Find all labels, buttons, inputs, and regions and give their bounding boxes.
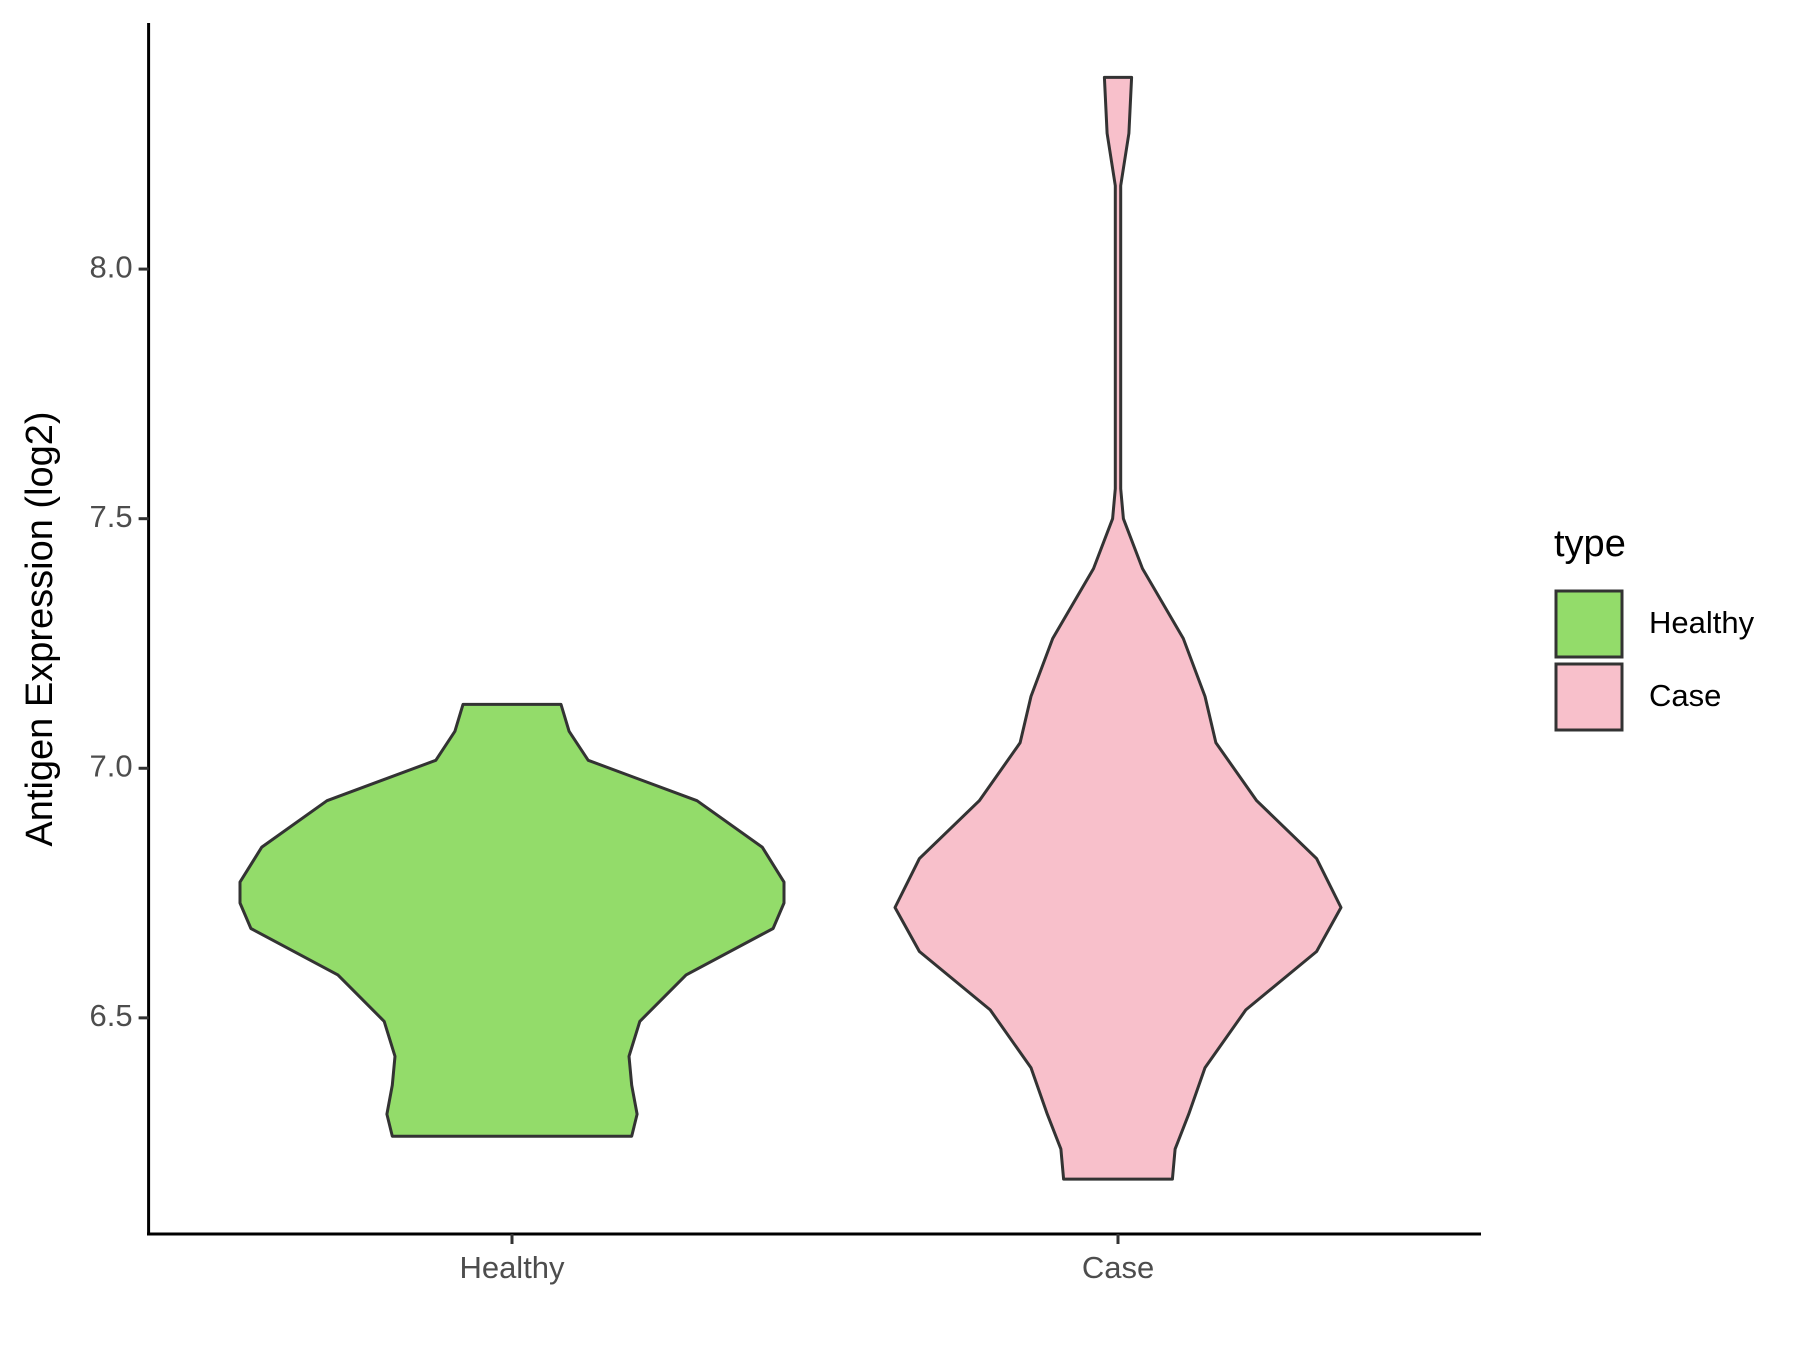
legend-label: Case: [1649, 678, 1721, 713]
y-tick-label: 7.0: [89, 748, 132, 783]
legend-label: Healthy: [1649, 605, 1755, 640]
violin: [238, 702, 786, 1138]
y-tick-label: 8.0: [89, 249, 132, 284]
y-tick-label: 6.5: [89, 998, 132, 1033]
y-axis-title: Antigen Expression (log2): [19, 411, 61, 846]
legend-title: type: [1554, 523, 1626, 565]
y-tick-label: 7.5: [89, 499, 132, 534]
x-tick-label: Case: [1082, 1250, 1154, 1285]
x-tick-label: Healthy: [459, 1250, 565, 1285]
legend-key: [1554, 662, 1624, 732]
violin: [893, 75, 1343, 1181]
legend-key: [1554, 589, 1624, 659]
